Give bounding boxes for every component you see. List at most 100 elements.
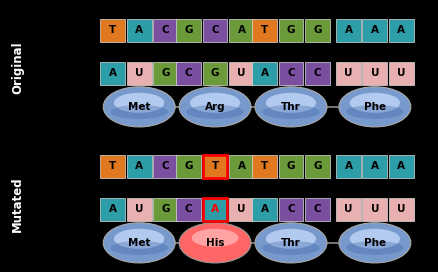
Text: T: T [109,26,116,35]
Text: C: C [184,68,192,78]
Text: DNA:: DNA: [41,26,69,35]
Ellipse shape [261,105,319,119]
Bar [100,197,125,221]
Text: U: U [237,204,245,214]
Ellipse shape [179,87,251,127]
Bar [336,19,360,42]
Bar [127,197,151,221]
Text: C: C [313,68,321,78]
Bar [362,155,386,178]
Bar [388,19,413,42]
Ellipse shape [110,241,168,255]
Text: C: C [286,68,294,78]
Text: C: C [286,204,294,214]
Text: Original: Original [11,42,24,94]
Text: Mutated: Mutated [11,176,24,232]
Bar [252,155,276,178]
Bar [304,197,329,221]
Text: U: U [343,68,352,78]
Text: A: A [135,162,143,171]
Bar [153,155,177,178]
Bar [176,155,201,178]
Bar [362,61,386,85]
Bar [362,197,386,221]
Bar [229,155,253,178]
Bar [388,155,413,178]
Text: G: G [286,162,295,171]
Ellipse shape [103,223,175,263]
Text: G: G [184,26,193,35]
Text: T: T [261,162,268,171]
Ellipse shape [345,241,403,255]
Text: mRNA:: mRNA: [41,68,78,78]
Text: A: A [396,162,404,171]
Ellipse shape [103,87,175,127]
Text: A: A [211,204,219,214]
Bar [153,61,177,85]
Text: G: G [312,162,321,171]
Bar [304,19,329,42]
Ellipse shape [254,87,326,127]
Bar [176,197,201,221]
Text: G: G [312,26,321,35]
Text: C: C [161,26,169,35]
Ellipse shape [190,93,240,113]
Text: U: U [370,68,378,78]
Bar [202,197,227,221]
Text: Thr: Thr [280,238,300,248]
Bar [176,61,201,85]
Text: A: A [237,162,245,171]
Bar [229,197,253,221]
Text: mRNA:: mRNA: [41,204,78,214]
Text: A: A [370,162,378,171]
Bar [127,61,151,85]
Text: Amino: Amino [41,225,76,235]
Ellipse shape [345,105,403,119]
Ellipse shape [349,229,399,249]
Bar [362,19,386,42]
Text: U: U [237,68,245,78]
Bar [336,155,360,178]
Text: Met: Met [127,238,150,248]
Ellipse shape [265,93,315,113]
Bar [127,155,151,178]
Text: G: G [161,204,170,214]
Text: T: T [261,26,268,35]
Bar [336,61,360,85]
Ellipse shape [338,87,410,127]
Text: U: U [134,204,143,214]
Text: Phe: Phe [363,102,385,112]
Text: Amino: Amino [41,89,76,99]
Ellipse shape [114,229,164,249]
Bar [229,61,253,85]
Bar [153,19,177,42]
Ellipse shape [110,105,168,119]
Text: U: U [134,68,143,78]
Text: C: C [161,162,169,171]
Text: Thr: Thr [280,102,300,112]
Text: A: A [344,26,352,35]
Text: T: T [211,162,218,171]
Bar [278,19,303,42]
Bar [100,61,125,85]
Bar [100,155,125,178]
Text: A: A [370,26,378,35]
Text: C: C [184,204,192,214]
Bar [127,19,151,42]
Bar [252,197,276,221]
Ellipse shape [349,93,399,113]
Bar [388,197,413,221]
Text: C: C [313,204,321,214]
Ellipse shape [254,223,326,263]
Bar [202,61,227,85]
Bar [100,19,125,42]
Bar [153,197,177,221]
Bar [202,19,227,42]
Text: A: A [135,26,143,35]
Bar [229,19,253,42]
Ellipse shape [261,241,319,255]
Text: U: U [396,68,405,78]
Text: A: A [109,204,117,214]
Ellipse shape [265,229,315,249]
Ellipse shape [114,93,164,113]
